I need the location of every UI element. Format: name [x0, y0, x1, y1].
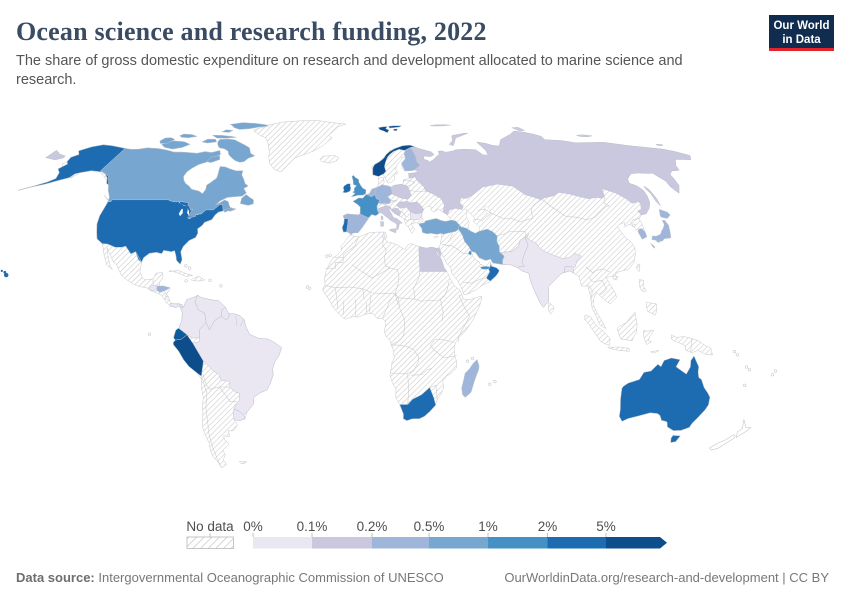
- svg-text:0.1%: 0.1%: [297, 519, 328, 534]
- svg-text:2%: 2%: [538, 519, 558, 534]
- svg-text:No data: No data: [186, 519, 234, 534]
- svg-text:0.5%: 0.5%: [414, 519, 445, 534]
- svg-text:5%: 5%: [596, 519, 616, 534]
- svg-text:1%: 1%: [478, 519, 498, 534]
- svg-text:0.2%: 0.2%: [357, 519, 388, 534]
- svg-text:0%: 0%: [243, 519, 263, 534]
